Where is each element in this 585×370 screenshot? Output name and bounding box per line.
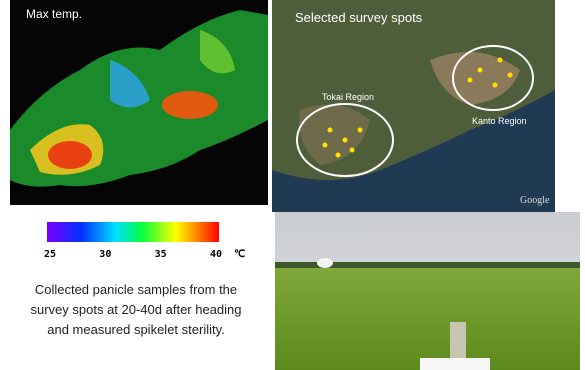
temperature-map xyxy=(10,0,268,205)
region-label: Tokai Region xyxy=(322,92,374,102)
colorbar-tick-label: 30 xyxy=(99,249,111,260)
colorbar-tick-label: 25 xyxy=(44,249,56,260)
region-label: Kanto Region xyxy=(472,116,527,126)
satellite-map xyxy=(272,0,555,212)
colorbar-tick-label: 35 xyxy=(155,249,167,260)
panel-label: Selected survey spots xyxy=(295,10,423,25)
panel-label: Max temp. xyxy=(26,7,82,21)
attribution: Google xyxy=(520,195,550,206)
field-photo xyxy=(275,212,580,370)
caption: Collected panicle samples from the surve… xyxy=(20,280,252,340)
slide: Max temp. Selected survey spots Tokai Re… xyxy=(0,0,585,370)
colorbar-unit: ℃ xyxy=(234,249,245,260)
colorbar-tick-label: 40 xyxy=(210,249,222,260)
colorbar xyxy=(47,222,219,242)
